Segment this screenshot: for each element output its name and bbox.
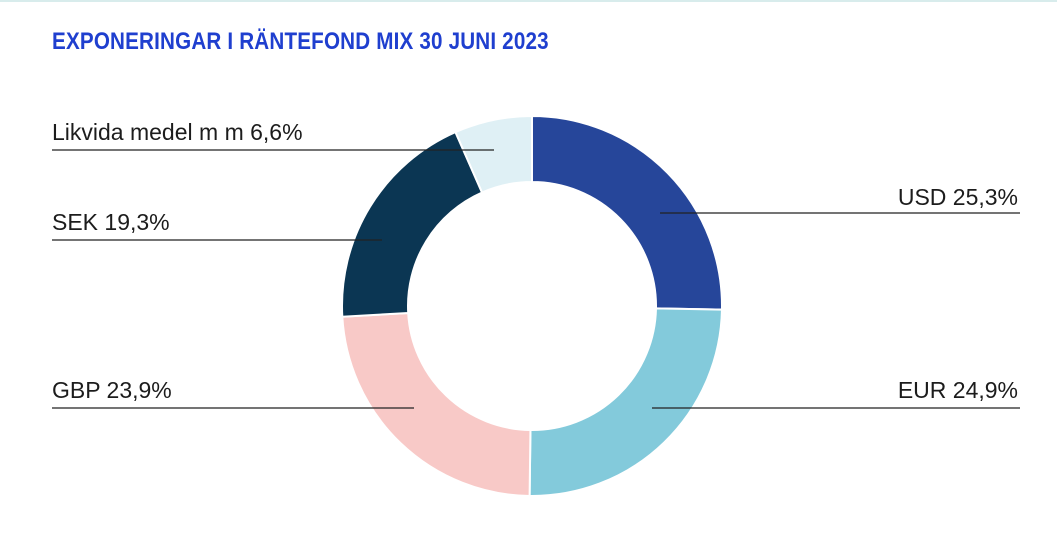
slice-eur <box>528 307 723 497</box>
slice-sek <box>341 130 484 318</box>
slice-usd <box>531 114 723 311</box>
slice-likv <box>454 114 533 194</box>
label-gbp: GBP 23,9% <box>52 377 172 403</box>
label-sek: SEK 19,3% <box>52 209 170 235</box>
label-eur: EUR 24,9% <box>898 377 1018 403</box>
chart-title: EXPONERINGAR I RÄNTEFOND MIX 30 JUNI 202… <box>52 28 549 55</box>
top-rule <box>0 0 1057 2</box>
slice-gbp <box>341 311 532 497</box>
label-likv: Likvida medel m m 6,6% <box>52 119 303 145</box>
label-usd: USD 25,3% <box>898 184 1018 210</box>
